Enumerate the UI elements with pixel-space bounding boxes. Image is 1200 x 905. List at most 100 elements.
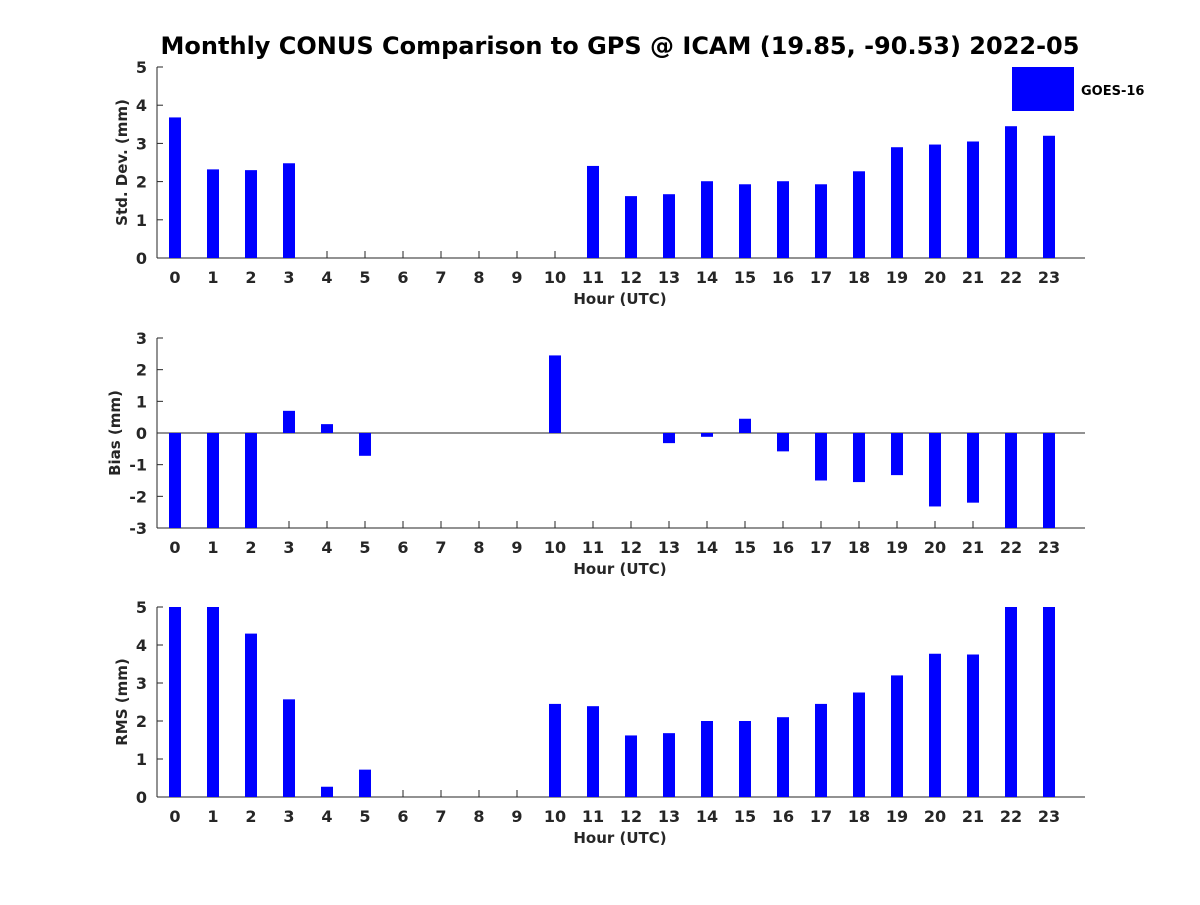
bar-std-dev-hour-18 [853, 171, 865, 258]
bar-rms-hour-5 [359, 769, 371, 797]
legend-label: GOES-16 [1081, 84, 1144, 99]
x-tick-label: 6 [397, 807, 408, 826]
x-tick-label: 5 [359, 807, 370, 826]
bar-rms-hour-14 [701, 721, 713, 797]
bar-std-dev-hour-0 [169, 117, 181, 258]
x-axis-label: Hour (UTC) [573, 829, 666, 847]
x-tick-label: 0 [169, 807, 180, 826]
y-tick-label: 3 [136, 674, 147, 693]
x-tick-label: 22 [1000, 538, 1022, 557]
y-tick-label: 5 [136, 598, 147, 617]
x-tick-label: 6 [397, 538, 408, 557]
x-tick-label: 23 [1038, 268, 1060, 287]
bar-bias-hour-5 [359, 433, 371, 456]
bar-std-dev-hour-20 [929, 144, 941, 258]
x-tick-label: 5 [359, 268, 370, 287]
x-tick-label: 14 [696, 268, 718, 287]
x-tick-label: 13 [658, 538, 680, 557]
bar-rms-hour-20 [929, 653, 941, 797]
x-tick-label: 1 [207, 807, 218, 826]
x-tick-label: 1 [207, 268, 218, 287]
bar-bias-hour-1 [207, 433, 219, 528]
x-tick-label: 7 [435, 807, 446, 826]
bar-std-dev-hour-15 [739, 184, 751, 258]
x-tick-label: 7 [435, 538, 446, 557]
x-tick-label: 8 [473, 807, 484, 826]
chart-title: Monthly CONUS Comparison to GPS @ ICAM (… [161, 32, 1080, 60]
x-tick-label: 23 [1038, 538, 1060, 557]
y-tick-label: 3 [136, 134, 147, 153]
x-tick-label: 18 [848, 268, 870, 287]
x-tick-label: 16 [772, 807, 794, 826]
bar-rms-hour-17 [815, 703, 827, 797]
x-tick-label: 0 [169, 268, 180, 287]
x-tick-label: 15 [734, 268, 756, 287]
x-tick-label: 0 [169, 538, 180, 557]
bar-std-dev-hour-2 [245, 170, 257, 258]
x-tick-label: 4 [321, 538, 332, 557]
chart-legend: GOES-16 [1012, 67, 1144, 111]
x-tick-label: 17 [810, 268, 832, 287]
bar-bias-hour-21 [967, 433, 979, 503]
y-tick-label: 0 [136, 424, 147, 443]
x-tick-label: 3 [283, 538, 294, 557]
bar-bias-hour-0 [169, 433, 181, 528]
x-tick-label: 21 [962, 268, 984, 287]
bar-rms-hour-15 [739, 721, 751, 797]
x-tick-label: 11 [582, 807, 604, 826]
x-tick-label: 16 [772, 538, 794, 557]
x-tick-label: 13 [658, 268, 680, 287]
bar-rms-hour-22 [1005, 607, 1017, 797]
bar-rms-hour-11 [587, 706, 599, 797]
x-tick-label: 4 [321, 268, 332, 287]
bar-std-dev-hour-1 [207, 169, 219, 258]
bar-std-dev-hour-16 [777, 181, 789, 258]
bar-rms-hour-13 [663, 733, 675, 797]
x-tick-label: 13 [658, 807, 680, 826]
y-tick-label: 0 [136, 788, 147, 807]
bar-bias-hour-4 [321, 424, 333, 433]
bar-bias-hour-10 [549, 355, 561, 433]
x-tick-label: 9 [511, 807, 522, 826]
x-tick-label: 6 [397, 268, 408, 287]
bar-rms-hour-2 [245, 633, 257, 797]
y-axis-label: Bias (mm) [106, 390, 124, 476]
x-tick-label: 7 [435, 268, 446, 287]
y-tick-label: 1 [136, 392, 147, 411]
bar-bias-hour-13 [663, 433, 675, 444]
bar-std-dev-hour-3 [283, 163, 295, 258]
bar-std-dev-hour-11 [587, 165, 599, 258]
x-tick-label: 3 [283, 807, 294, 826]
bar-rms-hour-16 [777, 717, 789, 797]
x-tick-label: 21 [962, 807, 984, 826]
y-tick-label: 1 [136, 211, 147, 230]
x-tick-label: 12 [620, 268, 642, 287]
x-tick-label: 12 [620, 538, 642, 557]
x-tick-label: 20 [924, 268, 946, 287]
x-tick-label: 17 [810, 538, 832, 557]
x-axis-label: Hour (UTC) [573, 560, 666, 578]
bar-bias-hour-22 [1005, 433, 1017, 528]
y-axis-label: Std. Dev. (mm) [113, 99, 131, 226]
bar-rms-hour-21 [967, 654, 979, 797]
x-tick-label: 3 [283, 268, 294, 287]
x-tick-label: 5 [359, 538, 370, 557]
bar-rms-hour-18 [853, 692, 865, 797]
x-tick-label: 16 [772, 268, 794, 287]
x-tick-label: 21 [962, 538, 984, 557]
y-tick-label: -2 [129, 487, 147, 506]
x-tick-label: 23 [1038, 807, 1060, 826]
y-tick-label: 4 [136, 636, 147, 655]
y-axis-label: RMS (mm) [113, 658, 131, 745]
bar-bias-hour-18 [853, 433, 865, 483]
bar-std-dev-hour-23 [1043, 135, 1055, 258]
bar-rms-hour-19 [891, 675, 903, 797]
x-tick-label: 10 [544, 807, 566, 826]
x-tick-label: 17 [810, 807, 832, 826]
y-tick-label: 3 [136, 329, 147, 348]
bar-std-dev-hour-22 [1005, 126, 1017, 259]
